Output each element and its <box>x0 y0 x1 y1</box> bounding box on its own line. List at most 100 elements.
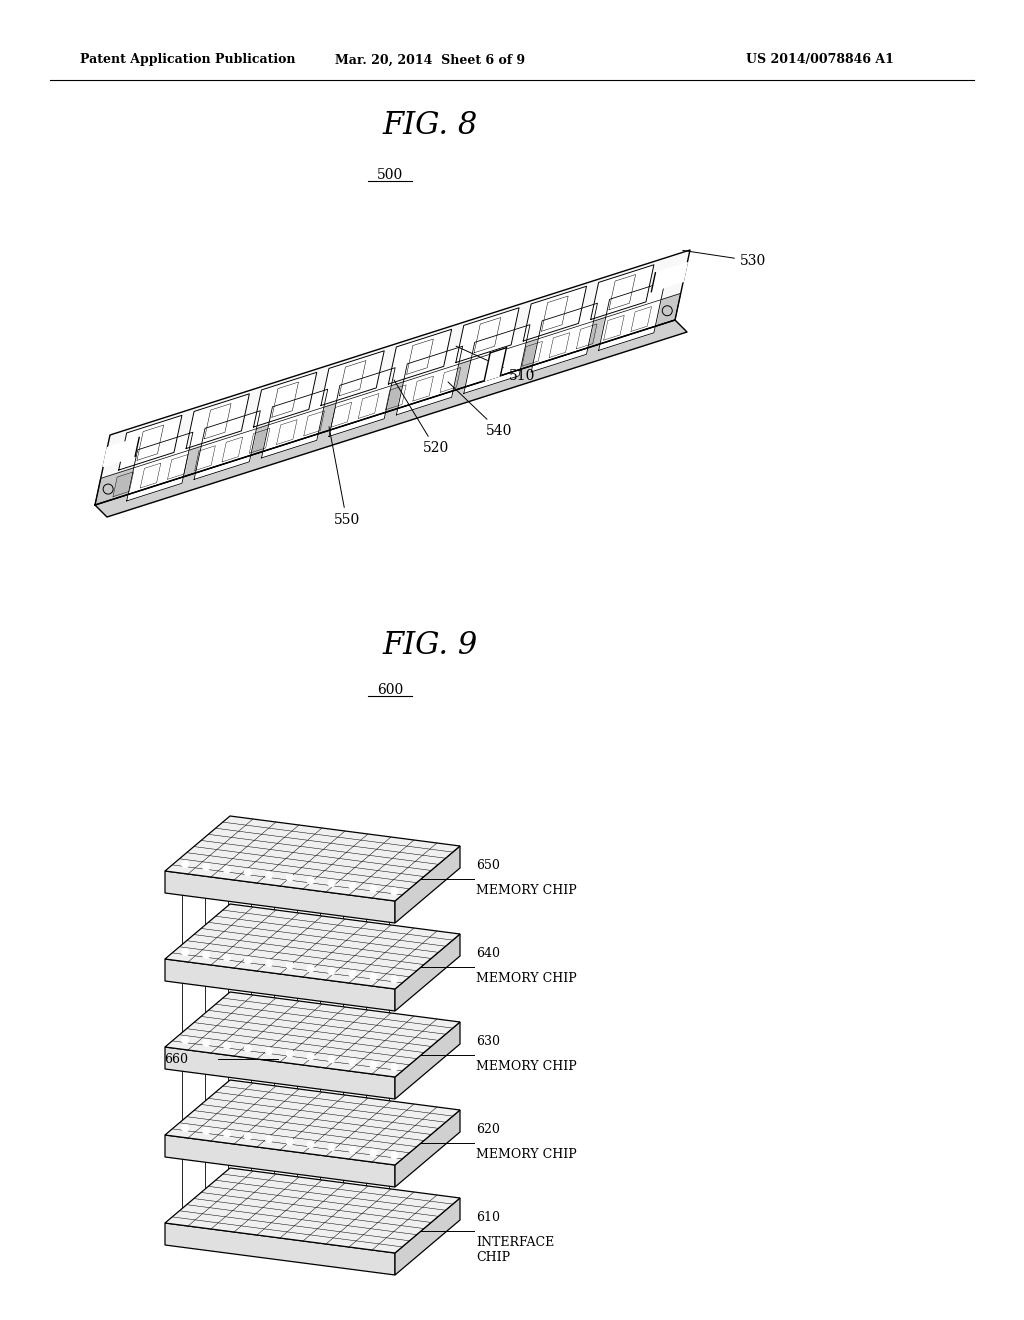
Circle shape <box>328 1056 335 1063</box>
Polygon shape <box>222 437 243 462</box>
Circle shape <box>391 975 397 983</box>
Circle shape <box>349 1059 356 1065</box>
Polygon shape <box>599 281 665 350</box>
Polygon shape <box>631 306 651 331</box>
Text: 530: 530 <box>683 251 766 268</box>
Polygon shape <box>165 960 395 1011</box>
Circle shape <box>307 876 314 884</box>
Polygon shape <box>549 333 569 358</box>
Polygon shape <box>186 393 250 449</box>
Polygon shape <box>103 437 139 466</box>
Polygon shape <box>395 1022 460 1100</box>
Polygon shape <box>304 411 325 436</box>
Polygon shape <box>395 846 460 923</box>
Polygon shape <box>195 446 215 470</box>
Text: 650: 650 <box>476 859 500 873</box>
Polygon shape <box>440 367 461 392</box>
Polygon shape <box>329 368 395 437</box>
Circle shape <box>223 866 230 873</box>
Circle shape <box>203 1127 210 1134</box>
Circle shape <box>223 1130 230 1137</box>
Circle shape <box>265 1048 272 1055</box>
Circle shape <box>287 1138 293 1146</box>
Polygon shape <box>395 935 460 1011</box>
Text: 640: 640 <box>476 946 500 960</box>
Circle shape <box>391 1064 397 1071</box>
Polygon shape <box>604 315 625 341</box>
Text: FIG. 8: FIG. 8 <box>382 110 477 140</box>
Polygon shape <box>249 429 270 453</box>
Text: 630: 630 <box>476 1035 500 1048</box>
Circle shape <box>307 965 314 972</box>
Polygon shape <box>386 385 407 409</box>
Text: MEMORY CHIP: MEMORY CHIP <box>476 1060 577 1073</box>
Text: 620: 620 <box>476 1123 500 1137</box>
Polygon shape <box>165 1080 460 1166</box>
Polygon shape <box>484 347 507 381</box>
Text: 550: 550 <box>329 426 359 527</box>
Circle shape <box>181 1125 188 1131</box>
Polygon shape <box>165 1135 395 1187</box>
Text: US 2014/0078846 A1: US 2014/0078846 A1 <box>746 54 894 66</box>
Polygon shape <box>523 286 587 341</box>
Circle shape <box>287 962 293 969</box>
Circle shape <box>245 1045 252 1052</box>
Polygon shape <box>168 454 188 479</box>
Polygon shape <box>165 1047 395 1100</box>
Circle shape <box>370 1061 377 1068</box>
Polygon shape <box>331 403 351 428</box>
Text: 610: 610 <box>476 1210 500 1224</box>
Circle shape <box>391 1152 397 1159</box>
Circle shape <box>181 949 188 956</box>
Polygon shape <box>165 871 395 923</box>
Polygon shape <box>395 1110 460 1187</box>
Polygon shape <box>127 432 193 502</box>
Polygon shape <box>651 263 687 292</box>
Circle shape <box>328 879 335 887</box>
Polygon shape <box>522 342 543 366</box>
Circle shape <box>328 1143 335 1151</box>
Text: MEMORY CHIP: MEMORY CHIP <box>476 1148 577 1162</box>
Polygon shape <box>358 393 379 418</box>
Polygon shape <box>119 416 182 470</box>
Polygon shape <box>261 389 328 458</box>
Circle shape <box>287 874 293 882</box>
Circle shape <box>287 1051 293 1057</box>
Circle shape <box>370 886 377 892</box>
Polygon shape <box>95 249 690 506</box>
Circle shape <box>370 973 377 981</box>
Circle shape <box>223 1041 230 1049</box>
Polygon shape <box>254 372 316 428</box>
Text: 660: 660 <box>164 1053 188 1065</box>
Text: 520: 520 <box>394 380 449 455</box>
Polygon shape <box>413 376 433 401</box>
Circle shape <box>349 883 356 890</box>
Circle shape <box>391 888 397 895</box>
Polygon shape <box>395 1199 460 1275</box>
Polygon shape <box>140 463 161 488</box>
Polygon shape <box>577 323 597 348</box>
Polygon shape <box>396 346 463 414</box>
Circle shape <box>265 871 272 879</box>
Text: 600: 600 <box>377 682 403 697</box>
Polygon shape <box>165 1168 460 1253</box>
Circle shape <box>307 1053 314 1060</box>
Circle shape <box>245 1133 252 1139</box>
Polygon shape <box>464 325 530 393</box>
Circle shape <box>203 952 210 958</box>
Circle shape <box>370 1150 377 1156</box>
Polygon shape <box>276 420 297 445</box>
Circle shape <box>349 1147 356 1154</box>
Text: INTERFACE
CHIP: INTERFACE CHIP <box>476 1236 554 1265</box>
Polygon shape <box>113 471 133 496</box>
Polygon shape <box>321 351 384 405</box>
Polygon shape <box>195 411 260 479</box>
Text: 500: 500 <box>377 168 403 182</box>
Polygon shape <box>95 319 687 517</box>
Polygon shape <box>165 993 460 1077</box>
Polygon shape <box>165 1224 395 1275</box>
Text: Patent Application Publication: Patent Application Publication <box>80 54 296 66</box>
Text: Mar. 20, 2014  Sheet 6 of 9: Mar. 20, 2014 Sheet 6 of 9 <box>335 54 525 66</box>
Polygon shape <box>531 304 597 372</box>
Circle shape <box>349 970 356 977</box>
